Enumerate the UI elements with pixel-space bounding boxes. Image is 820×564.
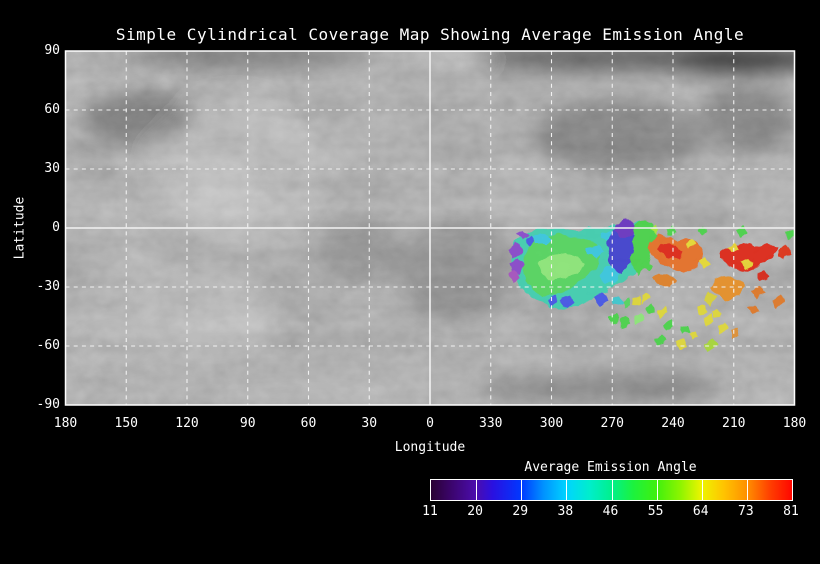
x-tick-label: 60 — [277, 416, 341, 431]
y-tick-label: 90 — [2, 43, 60, 58]
colorbar-divider — [747, 480, 748, 500]
x-tick-label: 330 — [459, 416, 523, 431]
x-tick-label: 120 — [155, 416, 219, 431]
colorbar-title: Average Emission Angle — [430, 460, 791, 475]
colorbar-divider — [566, 480, 567, 500]
x-tick-label: 180 — [763, 416, 820, 431]
colorbar-divider — [521, 480, 522, 500]
y-tick-label: 60 — [2, 102, 60, 117]
colorbar-tick-label: 29 — [500, 504, 540, 519]
y-tick-label: 0 — [2, 220, 60, 235]
colorbar-divider — [657, 480, 658, 500]
colorbar-tick-label: 81 — [771, 504, 811, 519]
x-tick-label: 0 — [398, 416, 462, 431]
colorbar-tick-label: 46 — [591, 504, 631, 519]
colorbar-tick-label: 55 — [636, 504, 676, 519]
y-tick-label: -60 — [2, 338, 60, 353]
y-tick-label: -90 — [2, 397, 60, 412]
plot-title: Simple Cylindrical Coverage Map Showing … — [65, 25, 795, 44]
colorbar-tick-label: 38 — [545, 504, 585, 519]
x-tick-label: 210 — [702, 416, 766, 431]
colorbar-tick-label: 11 — [410, 504, 450, 519]
colorbar — [430, 479, 793, 501]
x-tick-label: 240 — [641, 416, 705, 431]
y-tick-label: -30 — [2, 279, 60, 294]
colorbar-tick-label: 73 — [726, 504, 766, 519]
x-tick-label: 270 — [580, 416, 644, 431]
colorbar-divider — [612, 480, 613, 500]
x-tick-label: 90 — [216, 416, 280, 431]
colorbar-tick-label: 64 — [681, 504, 721, 519]
y-tick-label: 30 — [2, 161, 60, 176]
x-tick-label: 150 — [94, 416, 158, 431]
x-axis-title: Longitude — [65, 440, 795, 455]
colorbar-tick-label: 20 — [455, 504, 495, 519]
x-tick-label: 180 — [34, 416, 98, 431]
x-tick-label: 300 — [520, 416, 584, 431]
colorbar-divider — [702, 480, 703, 500]
x-tick-label: 30 — [337, 416, 401, 431]
colorbar-divider — [476, 480, 477, 500]
